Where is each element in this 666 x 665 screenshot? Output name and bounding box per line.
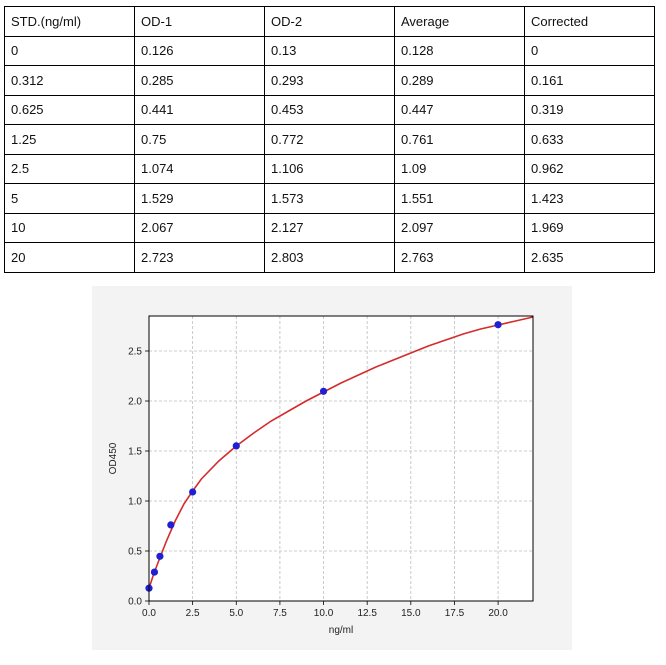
table-row: 10 2.067 2.127 2.097 1.969	[4, 212, 655, 243]
fit-curve-layer	[148, 316, 534, 589]
table-row: 0 0.126 0.13 0.128 0	[4, 35, 655, 66]
cell-od2: 1.573	[264, 183, 395, 214]
cell-corrected: 0.962	[524, 153, 655, 184]
cell-std: 0.312	[4, 65, 135, 96]
cell-std: 5	[4, 183, 135, 214]
axes-layer: 0.0 2.5 5.0 7.5 10.0 12.5 15.0 17.5 20.0 0.0 0.5 1.…	[128, 315, 534, 619]
x-tick-label: 12.5	[357, 608, 377, 619]
cell-od2: 2.127	[264, 212, 395, 243]
cell-average: 0.447	[394, 94, 525, 125]
y-tick-label: 1.0	[128, 497, 142, 508]
cell-od1: 0.441	[134, 94, 265, 125]
data-point	[189, 488, 197, 496]
header-std: STD.(ng/ml)	[4, 6, 135, 37]
cell-corrected: 0.633	[524, 124, 655, 155]
data-points-layer	[145, 321, 502, 592]
cell-od1: 0.75	[134, 124, 265, 155]
table-row: 1.25 0.75 0.772 0.761 0.633	[4, 124, 655, 155]
data-point	[319, 387, 328, 395]
x-tick-label: 15.0	[401, 608, 421, 619]
plot-area	[149, 316, 533, 601]
cell-average: 2.097	[394, 212, 525, 243]
cell-od1: 2.723	[134, 242, 265, 273]
cell-std: 20	[4, 242, 135, 273]
y-tick-label: 0.5	[128, 547, 142, 558]
data-point	[150, 568, 159, 576]
cell-std: 2.5	[4, 153, 135, 184]
table-row: 5 1.529 1.573 1.551 1.423	[4, 183, 655, 214]
cell-std: 0	[4, 35, 135, 66]
y-tick-label: 2.0	[128, 397, 142, 408]
cell-od1: 2.067	[134, 212, 265, 243]
x-axis-label: ng/ml	[329, 625, 353, 636]
grid-layer	[148, 316, 533, 602]
table-row: 20 2.723 2.803 2.763 2.635	[4, 242, 655, 273]
y-tick-label: 2.5	[128, 347, 142, 358]
cell-corrected: 2.635	[524, 242, 655, 273]
cell-od1: 0.285	[134, 65, 265, 96]
cell-od1: 1.074	[134, 153, 265, 184]
cell-od2: 2.803	[264, 242, 395, 273]
x-tick-label: 17.5	[445, 608, 465, 619]
data-point	[156, 552, 164, 560]
cell-corrected: 1.969	[524, 212, 655, 243]
cell-average: 1.09	[394, 153, 525, 184]
x-tick-label: 7.5	[273, 608, 287, 619]
fit-curve-line	[148, 316, 534, 589]
x-tick-label: 2.5	[186, 608, 200, 619]
cell-average: 0.128	[394, 35, 525, 66]
y-axis-label: OD450	[108, 442, 119, 474]
cell-corrected: 0	[524, 35, 655, 66]
y-tick-label: 0.0	[128, 597, 142, 608]
cell-corrected: 0.161	[524, 65, 655, 96]
y-tick-label: 1.5	[128, 447, 142, 458]
cell-corrected: 0.319	[524, 94, 655, 125]
table-row: 0.312 0.285 0.293 0.289 0.161	[4, 65, 655, 96]
plot-frame	[148, 315, 534, 602]
cell-od2: 0.13	[264, 35, 395, 66]
cell-od2: 1.106	[264, 153, 395, 184]
cell-average: 0.761	[394, 124, 525, 155]
cell-std: 0.625	[4, 94, 135, 125]
header-average: Average	[394, 6, 525, 37]
cell-od1: 1.529	[134, 183, 265, 214]
x-tick-label: 20.0	[488, 608, 508, 619]
table-header-row: STD.(ng/ml) OD-1 OD-2 Average Corrected	[4, 6, 655, 37]
data-point	[494, 321, 502, 329]
header-od2: OD-2	[264, 6, 395, 37]
cell-corrected: 1.423	[524, 183, 655, 214]
x-tick-label: 10.0	[314, 608, 334, 619]
cell-std: 10	[4, 212, 135, 243]
header-corrected: Corrected	[524, 6, 655, 37]
chart-panel: 0.0 2.5 5.0 7.5 10.0 12.5 15.0 17.5 20.0 0.0 0.5 1.…	[92, 286, 572, 650]
standard-curve-table: STD.(ng/ml) OD-1 OD-2 Average Corrected …	[4, 6, 655, 273]
header-od1: OD-1	[134, 6, 265, 37]
cell-od2: 0.453	[264, 94, 395, 125]
x-tick-label: 5.0	[229, 608, 243, 619]
cell-od2: 0.772	[264, 124, 395, 155]
cell-od2: 0.293	[264, 65, 395, 96]
cell-std: 1.25	[4, 124, 135, 155]
table-row: 2.5 1.074 1.106 1.09 0.962	[4, 153, 655, 184]
cell-average: 0.289	[394, 65, 525, 96]
table-row: 0.625 0.441 0.453 0.447 0.319	[4, 94, 655, 125]
cell-average: 2.763	[394, 242, 525, 273]
standard-curve-chart: 0.0 2.5 5.0 7.5 10.0 12.5 15.0 17.5 20.0 0.0 0.5 1.…	[108, 315, 534, 636]
data-point	[167, 521, 175, 529]
x-tick-label: 0.0	[142, 608, 156, 619]
data-point	[232, 442, 240, 450]
cell-average: 1.551	[394, 183, 525, 214]
cell-od1: 0.126	[134, 35, 265, 66]
